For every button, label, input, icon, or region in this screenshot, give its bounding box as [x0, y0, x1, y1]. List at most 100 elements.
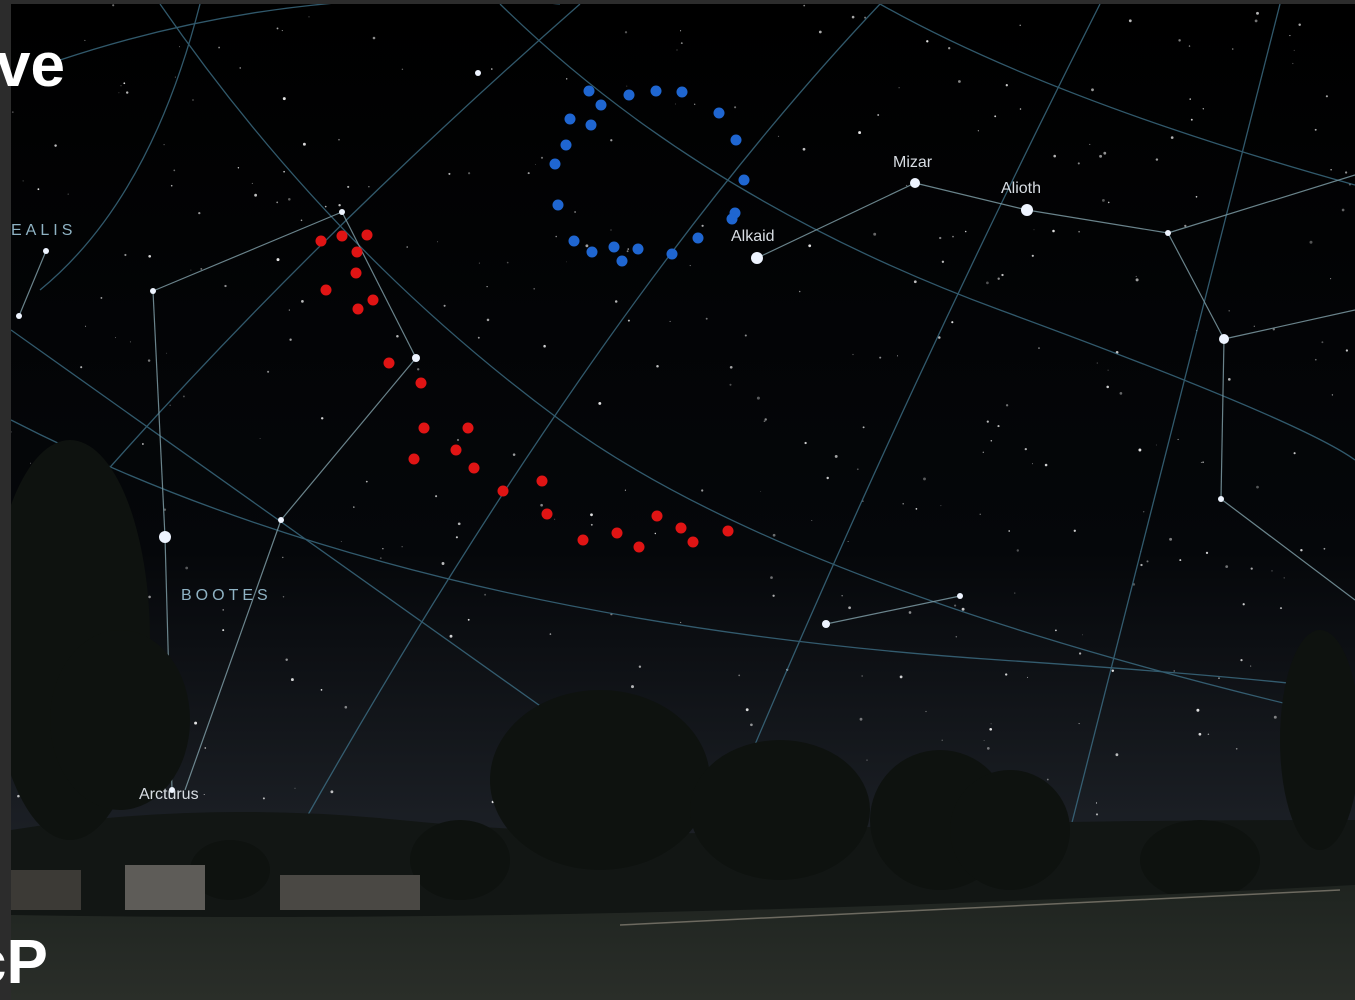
- faint-star: [986, 747, 990, 750]
- faint-star: [200, 267, 203, 270]
- stars: [16, 70, 1229, 793]
- faint-star: [1344, 171, 1348, 174]
- faint-star: [308, 16, 310, 18]
- star: [910, 178, 920, 188]
- faint-star: [169, 404, 171, 406]
- faint-star: [147, 359, 151, 362]
- faint-star: [627, 248, 629, 250]
- faint-star: [1178, 39, 1181, 42]
- faint-star: [675, 103, 676, 105]
- faint-star: [1256, 11, 1259, 15]
- faint-star: [1330, 169, 1332, 171]
- faint-star: [484, 593, 487, 596]
- faint-star: [320, 689, 323, 691]
- blue-dot: [730, 134, 742, 146]
- faint-star: [554, 518, 556, 520]
- faint-star: [477, 336, 480, 339]
- faint-star: [179, 46, 181, 48]
- faint-star: [763, 420, 766, 423]
- faint-star: [705, 317, 708, 320]
- blue-dot: [692, 232, 704, 244]
- faint-star: [902, 502, 904, 505]
- faint-star: [861, 675, 863, 677]
- star: [1021, 204, 1033, 216]
- constellation-line: [756, 182, 916, 259]
- red-dot: [468, 462, 480, 474]
- faint-star: [267, 370, 270, 373]
- faint-star: [694, 103, 696, 105]
- faint-star: [1200, 461, 1202, 463]
- coordinate-grid: [11, 4, 1355, 851]
- faint-star: [1078, 652, 1082, 655]
- faint-star: [989, 727, 993, 731]
- faint-star: [1330, 278, 1332, 280]
- faint-star: [701, 224, 704, 227]
- faint-star: [457, 522, 461, 526]
- faint-star: [745, 708, 749, 712]
- faint-star: [401, 546, 403, 548]
- faint-star: [598, 401, 602, 405]
- faint-star: [288, 309, 290, 311]
- faint-star: [574, 211, 577, 213]
- blue-dot: [738, 174, 750, 186]
- red-dot: [361, 229, 373, 241]
- faint-star: [676, 49, 678, 51]
- blue-dot: [616, 255, 628, 267]
- blue-dot: [595, 99, 607, 111]
- faint-star: [535, 163, 537, 165]
- faint-star: [294, 787, 296, 789]
- faint-star: [873, 232, 877, 236]
- faint-star: [126, 91, 129, 94]
- red-dot: [687, 536, 699, 548]
- star: [1218, 496, 1224, 502]
- faint-star: [624, 31, 628, 34]
- faint-star: [905, 184, 908, 187]
- red-dot: [611, 527, 623, 539]
- star: [1219, 334, 1229, 344]
- faint-star: [1135, 275, 1137, 277]
- faint-star: [590, 513, 593, 517]
- faint-star: [1081, 634, 1083, 636]
- red-dot: [351, 246, 363, 258]
- faint-star: [182, 395, 185, 398]
- field: [11, 885, 1355, 1000]
- faint-star: [859, 717, 863, 721]
- constellation-line: [18, 250, 47, 317]
- faint-star: [449, 634, 453, 638]
- faint-star: [276, 201, 279, 204]
- faint-star: [1005, 84, 1008, 87]
- faint-star: [610, 139, 613, 142]
- faint-star: [170, 184, 173, 187]
- faint-star: [979, 513, 981, 515]
- faint-star: [680, 42, 683, 45]
- faint-star: [540, 503, 543, 507]
- blue-dot: [560, 139, 572, 151]
- faint-star: [729, 383, 732, 386]
- faint-star: [1202, 108, 1204, 110]
- faint-star: [30, 462, 31, 464]
- faint-star: [1044, 463, 1048, 467]
- faint-star: [1024, 447, 1027, 451]
- constellation-line: [1220, 498, 1355, 601]
- grid-line: [1064, 4, 1281, 851]
- house: [125, 865, 205, 910]
- faint-star: [764, 418, 767, 421]
- blue-dot: [666, 248, 678, 260]
- faint-star: [80, 366, 83, 369]
- faint-star: [1155, 444, 1157, 446]
- faint-star: [624, 489, 626, 491]
- faint-star: [834, 454, 838, 458]
- star-label: Alioth: [1001, 180, 1041, 197]
- faint-star: [877, 114, 880, 116]
- house: [280, 875, 420, 910]
- faint-star: [1179, 559, 1182, 562]
- faint-star: [486, 285, 488, 288]
- faint-star: [879, 356, 882, 359]
- faint-star: [1314, 128, 1317, 131]
- faint-star: [1107, 369, 1109, 371]
- faint-star: [467, 618, 470, 621]
- faint-star: [1031, 254, 1034, 257]
- faint-star: [129, 341, 131, 343]
- faint-star: [441, 562, 445, 565]
- faint-star: [114, 337, 117, 339]
